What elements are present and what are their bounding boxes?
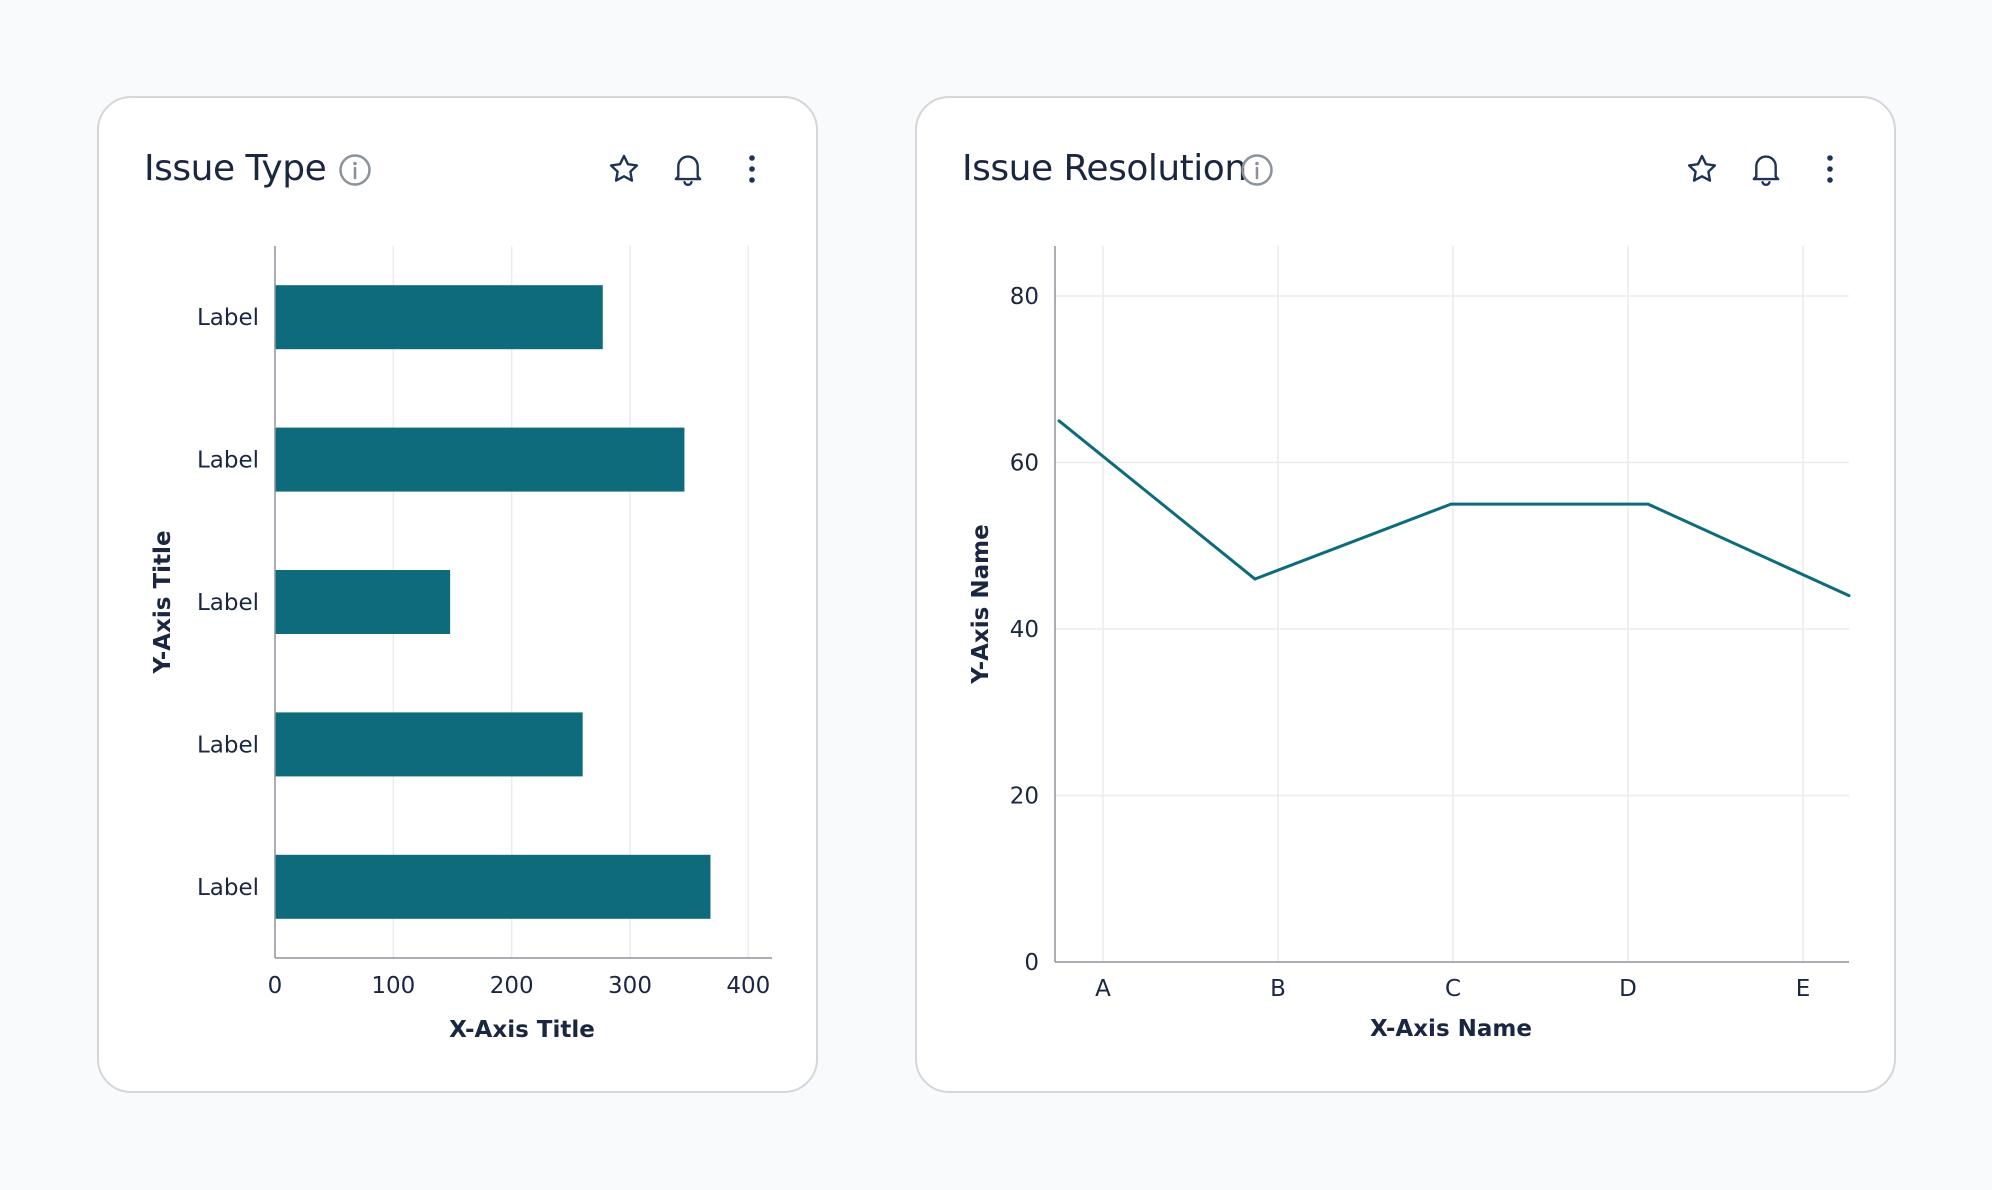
data-point	[1646, 502, 1650, 506]
more-options-button[interactable]	[1813, 150, 1847, 188]
favorite-button[interactable]	[607, 150, 641, 188]
x-tick-label: C	[1445, 976, 1461, 1002]
card-actions	[1685, 150, 1847, 188]
category-tick-label: Label	[197, 875, 259, 901]
y-tick-label: 60	[1010, 450, 1039, 476]
x-tick-label: E	[1796, 976, 1811, 1002]
more-vertical-icon	[1827, 155, 1833, 183]
notification-button[interactable]	[671, 150, 705, 188]
bell-icon	[1752, 155, 1780, 186]
card-title: Issue Resolution	[962, 148, 1247, 189]
data-point	[1449, 502, 1453, 506]
category-tick-label: Label	[197, 448, 259, 474]
bar	[275, 712, 583, 777]
series-line	[1058, 419, 1850, 598]
x-axis-title: X-Axis Title	[449, 1017, 595, 1043]
more-options-button[interactable]	[735, 150, 769, 188]
info-icon[interactable]	[338, 153, 372, 187]
issue-type-bar-chart: Label Label Label Label Label 0 100 200 300 400 X-…	[150, 246, 772, 1043]
x-tick-label: 400	[726, 973, 770, 999]
y-tick-label: 80	[1010, 284, 1039, 310]
x-axis-title: X-Axis Name	[1370, 1016, 1532, 1042]
x-tick-label: 300	[608, 973, 652, 999]
data-point	[1847, 594, 1851, 598]
bar	[275, 427, 685, 492]
category-tick-label: Label	[197, 305, 259, 331]
issue-type-card: Issue Type Label Label Label Label Label 0 100…	[97, 96, 818, 1093]
y-axis-title: Y-Axis Name	[968, 524, 994, 684]
info-icon[interactable]	[1240, 153, 1274, 187]
notification-button[interactable]	[1749, 150, 1783, 188]
y-tick-label: 20	[1010, 783, 1039, 809]
bar	[275, 854, 711, 919]
y-tick-label: 0	[1024, 950, 1039, 976]
bar	[275, 570, 451, 634]
x-tick-label: B	[1270, 976, 1286, 1002]
y-tick-label: 40	[1010, 617, 1039, 643]
bell-icon	[674, 155, 702, 186]
data-point	[1057, 419, 1061, 423]
x-tick-label: 0	[268, 973, 283, 999]
y-axis-title: Y-Axis Title	[150, 530, 176, 674]
more-vertical-icon	[749, 155, 755, 183]
star-icon	[1687, 154, 1717, 182]
x-tick-label: 200	[490, 973, 534, 999]
category-tick-label: Label	[197, 732, 259, 758]
issue-resolution-line-chart: 0 20 40 60 80 A B C D E X-Axis Name Y-Axis Name	[968, 246, 1851, 1042]
category-tick-label: Label	[197, 590, 259, 616]
bar	[275, 285, 603, 350]
card-title: Issue Type	[144, 148, 327, 189]
x-tick-label: 100	[371, 973, 415, 999]
favorite-button[interactable]	[1685, 150, 1719, 188]
star-icon	[609, 154, 639, 182]
x-tick-label: D	[1619, 976, 1637, 1002]
issue-resolution-card: Issue Resolution 0 20 40 60 80 A B C D E X-Axis Na…	[915, 96, 1896, 1093]
x-tick-label: A	[1095, 976, 1111, 1002]
data-point	[1253, 577, 1257, 581]
card-actions	[607, 150, 769, 188]
